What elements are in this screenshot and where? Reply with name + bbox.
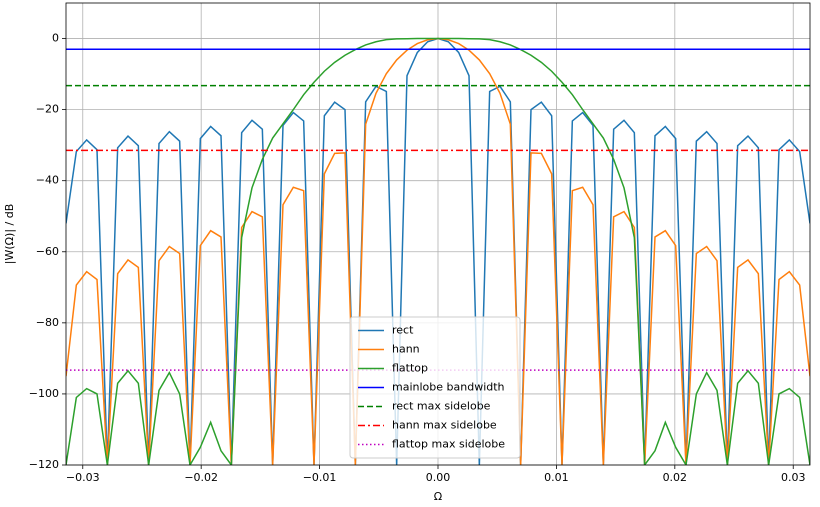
x-tick-label: 0.00 <box>426 471 451 484</box>
x-tick-label: −0.03 <box>66 471 100 484</box>
y-axis-label: |W(Ω)| / dB <box>3 204 16 265</box>
plot-frame <box>65 2 811 466</box>
x-axis-label: Ω <box>434 490 442 503</box>
legend-label: mainlobe bandwidth <box>392 381 505 394</box>
x-tick-label: −0.02 <box>184 471 218 484</box>
legend-label: flattop <box>392 362 428 375</box>
y-tick-label: −20 <box>36 103 59 116</box>
legend-label: rect max sidelobe <box>392 400 491 413</box>
legend-box <box>349 316 521 459</box>
x-tick-label: −0.01 <box>303 471 337 484</box>
x-tick-label: 0.03 <box>781 471 806 484</box>
y-tick-label: −120 <box>29 458 59 471</box>
x-tick-label: 0.01 <box>544 471 569 484</box>
y-tick-label: −60 <box>36 245 59 258</box>
x-tick-label: 0.02 <box>663 471 688 484</box>
y-tick-label: −40 <box>36 174 59 187</box>
y-tick-label: −100 <box>29 387 59 400</box>
legend-label: hann max sidelobe <box>392 419 497 432</box>
y-tick-label: 0 <box>52 32 59 45</box>
series-line <box>66 37 810 465</box>
legend-label: hann <box>392 343 420 356</box>
y-tick-label: −80 <box>36 316 59 329</box>
legend-label: rect <box>392 324 414 337</box>
legend-label: flattop max sidelobe <box>392 438 505 451</box>
